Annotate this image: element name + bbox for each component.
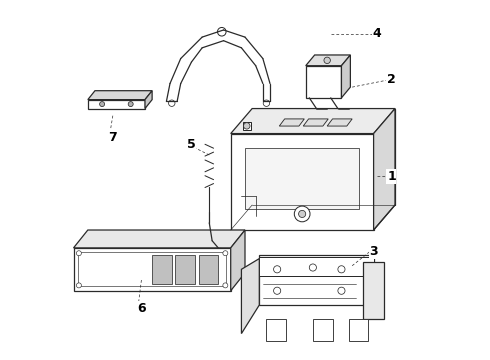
Polygon shape — [242, 258, 259, 334]
Bar — [363, 262, 384, 319]
Circle shape — [338, 287, 345, 294]
Bar — [245, 148, 359, 208]
Circle shape — [99, 102, 104, 107]
Circle shape — [309, 264, 317, 271]
Polygon shape — [88, 91, 152, 100]
Polygon shape — [145, 91, 152, 109]
Bar — [259, 257, 373, 276]
Bar — [88, 100, 145, 109]
Polygon shape — [74, 248, 231, 291]
Circle shape — [273, 266, 281, 273]
Text: 4: 4 — [373, 27, 382, 40]
Bar — [259, 255, 373, 305]
Circle shape — [298, 210, 306, 217]
Bar — [152, 255, 172, 284]
Circle shape — [218, 27, 226, 36]
Circle shape — [223, 283, 228, 288]
Circle shape — [324, 57, 330, 64]
Text: 7: 7 — [108, 131, 117, 144]
Circle shape — [294, 206, 310, 222]
Polygon shape — [327, 119, 352, 126]
Circle shape — [244, 123, 250, 129]
Polygon shape — [231, 109, 395, 134]
Polygon shape — [342, 55, 350, 98]
Polygon shape — [74, 230, 245, 248]
Circle shape — [76, 283, 81, 288]
Bar — [243, 122, 251, 130]
Bar — [267, 319, 286, 341]
Circle shape — [263, 100, 270, 107]
Bar — [78, 252, 226, 287]
Bar — [348, 319, 368, 341]
Circle shape — [223, 251, 228, 256]
Circle shape — [273, 287, 281, 294]
Circle shape — [338, 266, 345, 273]
Bar — [198, 255, 218, 284]
Bar — [313, 319, 333, 341]
Polygon shape — [373, 109, 395, 230]
Bar — [306, 66, 342, 98]
Bar — [175, 255, 195, 284]
Polygon shape — [231, 134, 373, 230]
Polygon shape — [231, 230, 245, 291]
Polygon shape — [279, 119, 304, 126]
Circle shape — [76, 251, 81, 256]
Text: 6: 6 — [137, 302, 146, 315]
Circle shape — [128, 102, 133, 107]
Text: 2: 2 — [387, 73, 396, 86]
Text: 3: 3 — [369, 245, 378, 258]
Text: 5: 5 — [187, 138, 196, 151]
Polygon shape — [303, 119, 328, 126]
Circle shape — [169, 100, 175, 107]
Text: 1: 1 — [387, 170, 396, 183]
Polygon shape — [306, 55, 350, 66]
